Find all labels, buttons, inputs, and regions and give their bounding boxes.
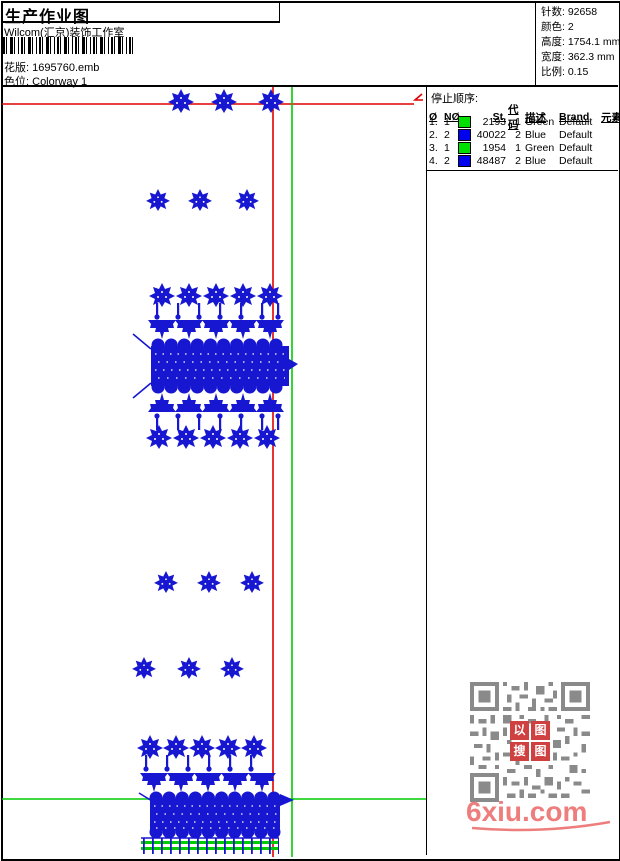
- pattern-file-value: 1695760.emb: [32, 62, 100, 74]
- motif-row-a: [168, 89, 284, 113]
- design-info-box: 针数: 92658 颜色: 2 高度: 1754.1 mm 宽度: 362.3 …: [535, 2, 620, 85]
- design-scale: 比例: 0.15: [541, 66, 589, 78]
- border-band-middle: [132, 283, 298, 449]
- color-count: 颜色: 2: [541, 21, 574, 33]
- qr-code: [470, 682, 590, 802]
- col-code: 代码: [508, 104, 519, 131]
- col-element: 元素: [601, 111, 620, 124]
- page-title: 生产作业图: [5, 9, 91, 26]
- watermark-site: 6xiu.com: [466, 796, 588, 827]
- motif-row-d: [154, 571, 264, 593]
- motif-row-b: [146, 189, 259, 211]
- watermark-swoosh: [471, 820, 611, 832]
- table-row: 3. 1 1954 1 Green Default: [429, 141, 593, 154]
- col-needle: NØ: [444, 111, 460, 123]
- guide-lines: [2, 87, 426, 857]
- col-stop: Ø: [429, 111, 438, 123]
- design-barcode: [3, 37, 136, 54]
- motif-row-e: [132, 657, 244, 679]
- design-height: 高度: 1754.1 mm: [541, 36, 620, 48]
- col-stitches: St.: [492, 111, 506, 123]
- title-box: [2, 2, 280, 23]
- pattern-file-label: 花版:: [4, 62, 30, 74]
- stop-sequence-title: 停止顺序:: [431, 93, 479, 105]
- right-column-border: [426, 87, 427, 855]
- color-swatch: [458, 128, 471, 141]
- studio-name: Wilcom(汇京)装饰工作室: [4, 27, 125, 39]
- header-separator: [2, 85, 618, 87]
- col-brand: Brand: [559, 111, 590, 123]
- pattern-file-row: 花版: 1695760.emb: [4, 59, 99, 75]
- stitch-count: 针数: 92658: [541, 6, 598, 18]
- design-width: 宽度: 362.3 mm: [541, 51, 615, 63]
- stop-table-bottom-border: [426, 170, 618, 171]
- color-swatch: [458, 154, 471, 167]
- table-row: 1. 1 2193 1 Green Default: [429, 115, 593, 128]
- color-swatch: [458, 141, 471, 154]
- col-desc: 描述: [525, 111, 546, 124]
- stop-sequence-table: Ø NØ St. 代码 描述 Brand 元素 1. 1 2193 1 Gree…: [429, 102, 620, 167]
- border-band-bottom: [137, 735, 294, 854]
- design-canvas: [2, 87, 426, 857]
- color-swatch: [458, 115, 471, 128]
- table-row: 4. 2 48487 2 Blue Default: [429, 154, 593, 167]
- table-row: 2. 2 40022 2 Blue Default: [429, 128, 593, 141]
- hoop-green-band: [141, 841, 279, 844]
- stop-table-header: Ø NØ St. 代码 描述 Brand 元素: [429, 102, 620, 131]
- design-end-marker: [412, 93, 423, 101]
- seal-stamp: 以 图 搜 图: [510, 721, 550, 761]
